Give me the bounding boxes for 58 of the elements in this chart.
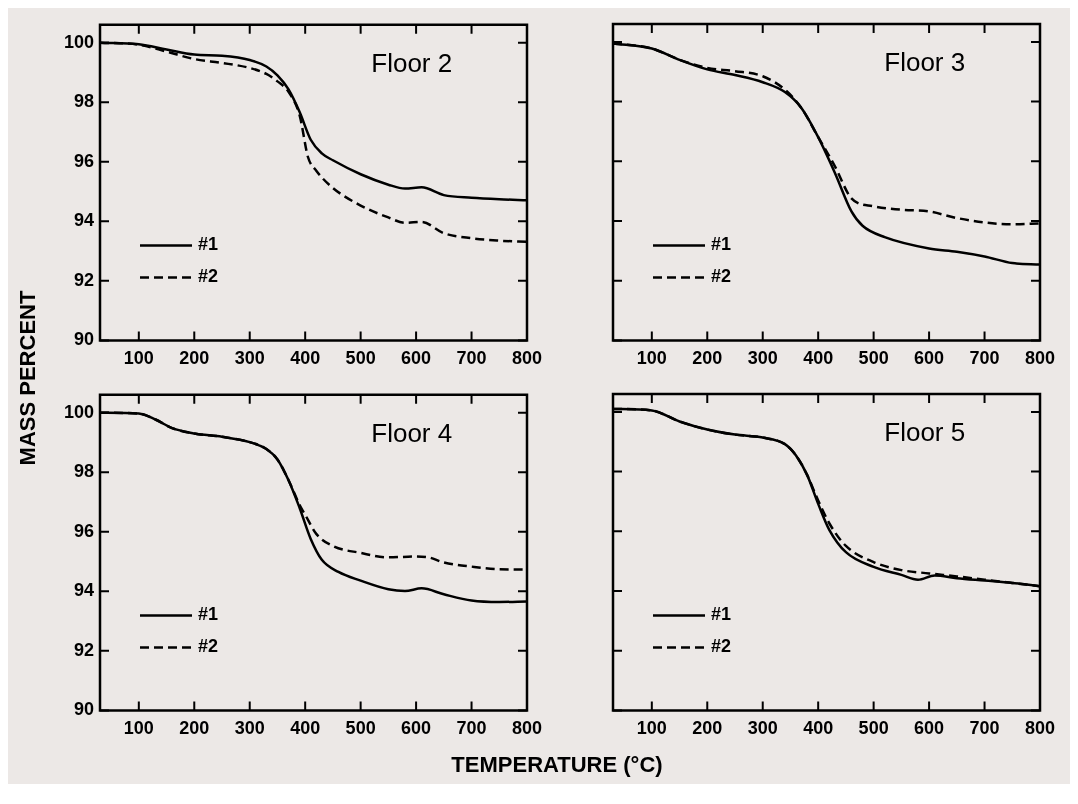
x-tick-label: 600 bbox=[914, 348, 945, 369]
x-tick-label: 800 bbox=[511, 718, 543, 739]
text: Floor 5 bbox=[884, 417, 966, 448]
y-tick-label: 96 bbox=[73, 150, 94, 171]
legend-label: #2 bbox=[711, 636, 732, 657]
x-axis-title: TEMPERATURE (°C) bbox=[450, 751, 664, 779]
y-tick-label: 98 bbox=[73, 461, 94, 482]
x-tick-label: 400 bbox=[803, 348, 834, 369]
x-tick-label: 200 bbox=[179, 718, 210, 739]
x-tick-label: 700 bbox=[969, 348, 1000, 369]
y-tick-label: 92 bbox=[73, 639, 94, 660]
y-tick-label: 98 bbox=[73, 91, 94, 112]
x-tick-label: 500 bbox=[345, 718, 376, 739]
x-tick-label: 200 bbox=[179, 348, 210, 369]
x-tick-label: 600 bbox=[914, 718, 945, 739]
x-tick-label: 600 bbox=[401, 718, 432, 739]
text: Floor 2 bbox=[371, 47, 453, 78]
x-tick-label: 400 bbox=[290, 348, 321, 369]
legend-label: #2 bbox=[198, 266, 219, 287]
x-tick-label: 700 bbox=[456, 348, 487, 369]
x-tick-label: 300 bbox=[747, 718, 778, 739]
y-tick-label: 90 bbox=[73, 699, 94, 720]
y-tick-label: 94 bbox=[73, 580, 94, 601]
x-tick-label: 400 bbox=[290, 718, 321, 739]
x-tick-label: 500 bbox=[345, 348, 376, 369]
x-tick-label: 500 bbox=[858, 718, 889, 739]
y-tick-label: 92 bbox=[73, 269, 94, 290]
x-tick-label: 800 bbox=[511, 348, 543, 369]
legend-label: #1 bbox=[198, 234, 219, 255]
x-tick-label: 800 bbox=[1024, 348, 1056, 369]
y-tick-label: 100 bbox=[63, 31, 94, 52]
x-tick-label: 200 bbox=[692, 348, 723, 369]
x-tick-label: 100 bbox=[123, 718, 154, 739]
x-tick-label: 300 bbox=[234, 718, 265, 739]
x-tick-label: 300 bbox=[747, 348, 778, 369]
y-tick-label: 90 bbox=[73, 329, 94, 350]
x-tick-label: 800 bbox=[1024, 718, 1056, 739]
x-tick-label: 600 bbox=[401, 348, 432, 369]
legend-label: #1 bbox=[711, 604, 732, 625]
x-tick-label: 100 bbox=[636, 718, 667, 739]
legend-label: #1 bbox=[711, 234, 732, 255]
text: Floor 4 bbox=[371, 417, 453, 448]
x-tick-label: 700 bbox=[969, 718, 1000, 739]
text: Floor 3 bbox=[884, 47, 966, 78]
legend-label: #1 bbox=[198, 604, 219, 625]
x-tick-label: 100 bbox=[636, 348, 667, 369]
y-tick-label: 100 bbox=[63, 401, 94, 422]
legend-label: #2 bbox=[198, 636, 219, 657]
y-axis-title: MASS PERCENT bbox=[15, 290, 41, 466]
x-tick-label: 400 bbox=[803, 718, 834, 739]
x-tick-label: 100 bbox=[123, 348, 154, 369]
x-tick-label: 300 bbox=[234, 348, 265, 369]
legend-label: #2 bbox=[711, 266, 732, 287]
y-tick-label: 94 bbox=[73, 210, 94, 231]
y-tick-label: 96 bbox=[73, 520, 94, 541]
x-tick-label: 200 bbox=[692, 718, 723, 739]
x-tick-label: 700 bbox=[456, 718, 487, 739]
x-tick-label: 500 bbox=[858, 348, 889, 369]
